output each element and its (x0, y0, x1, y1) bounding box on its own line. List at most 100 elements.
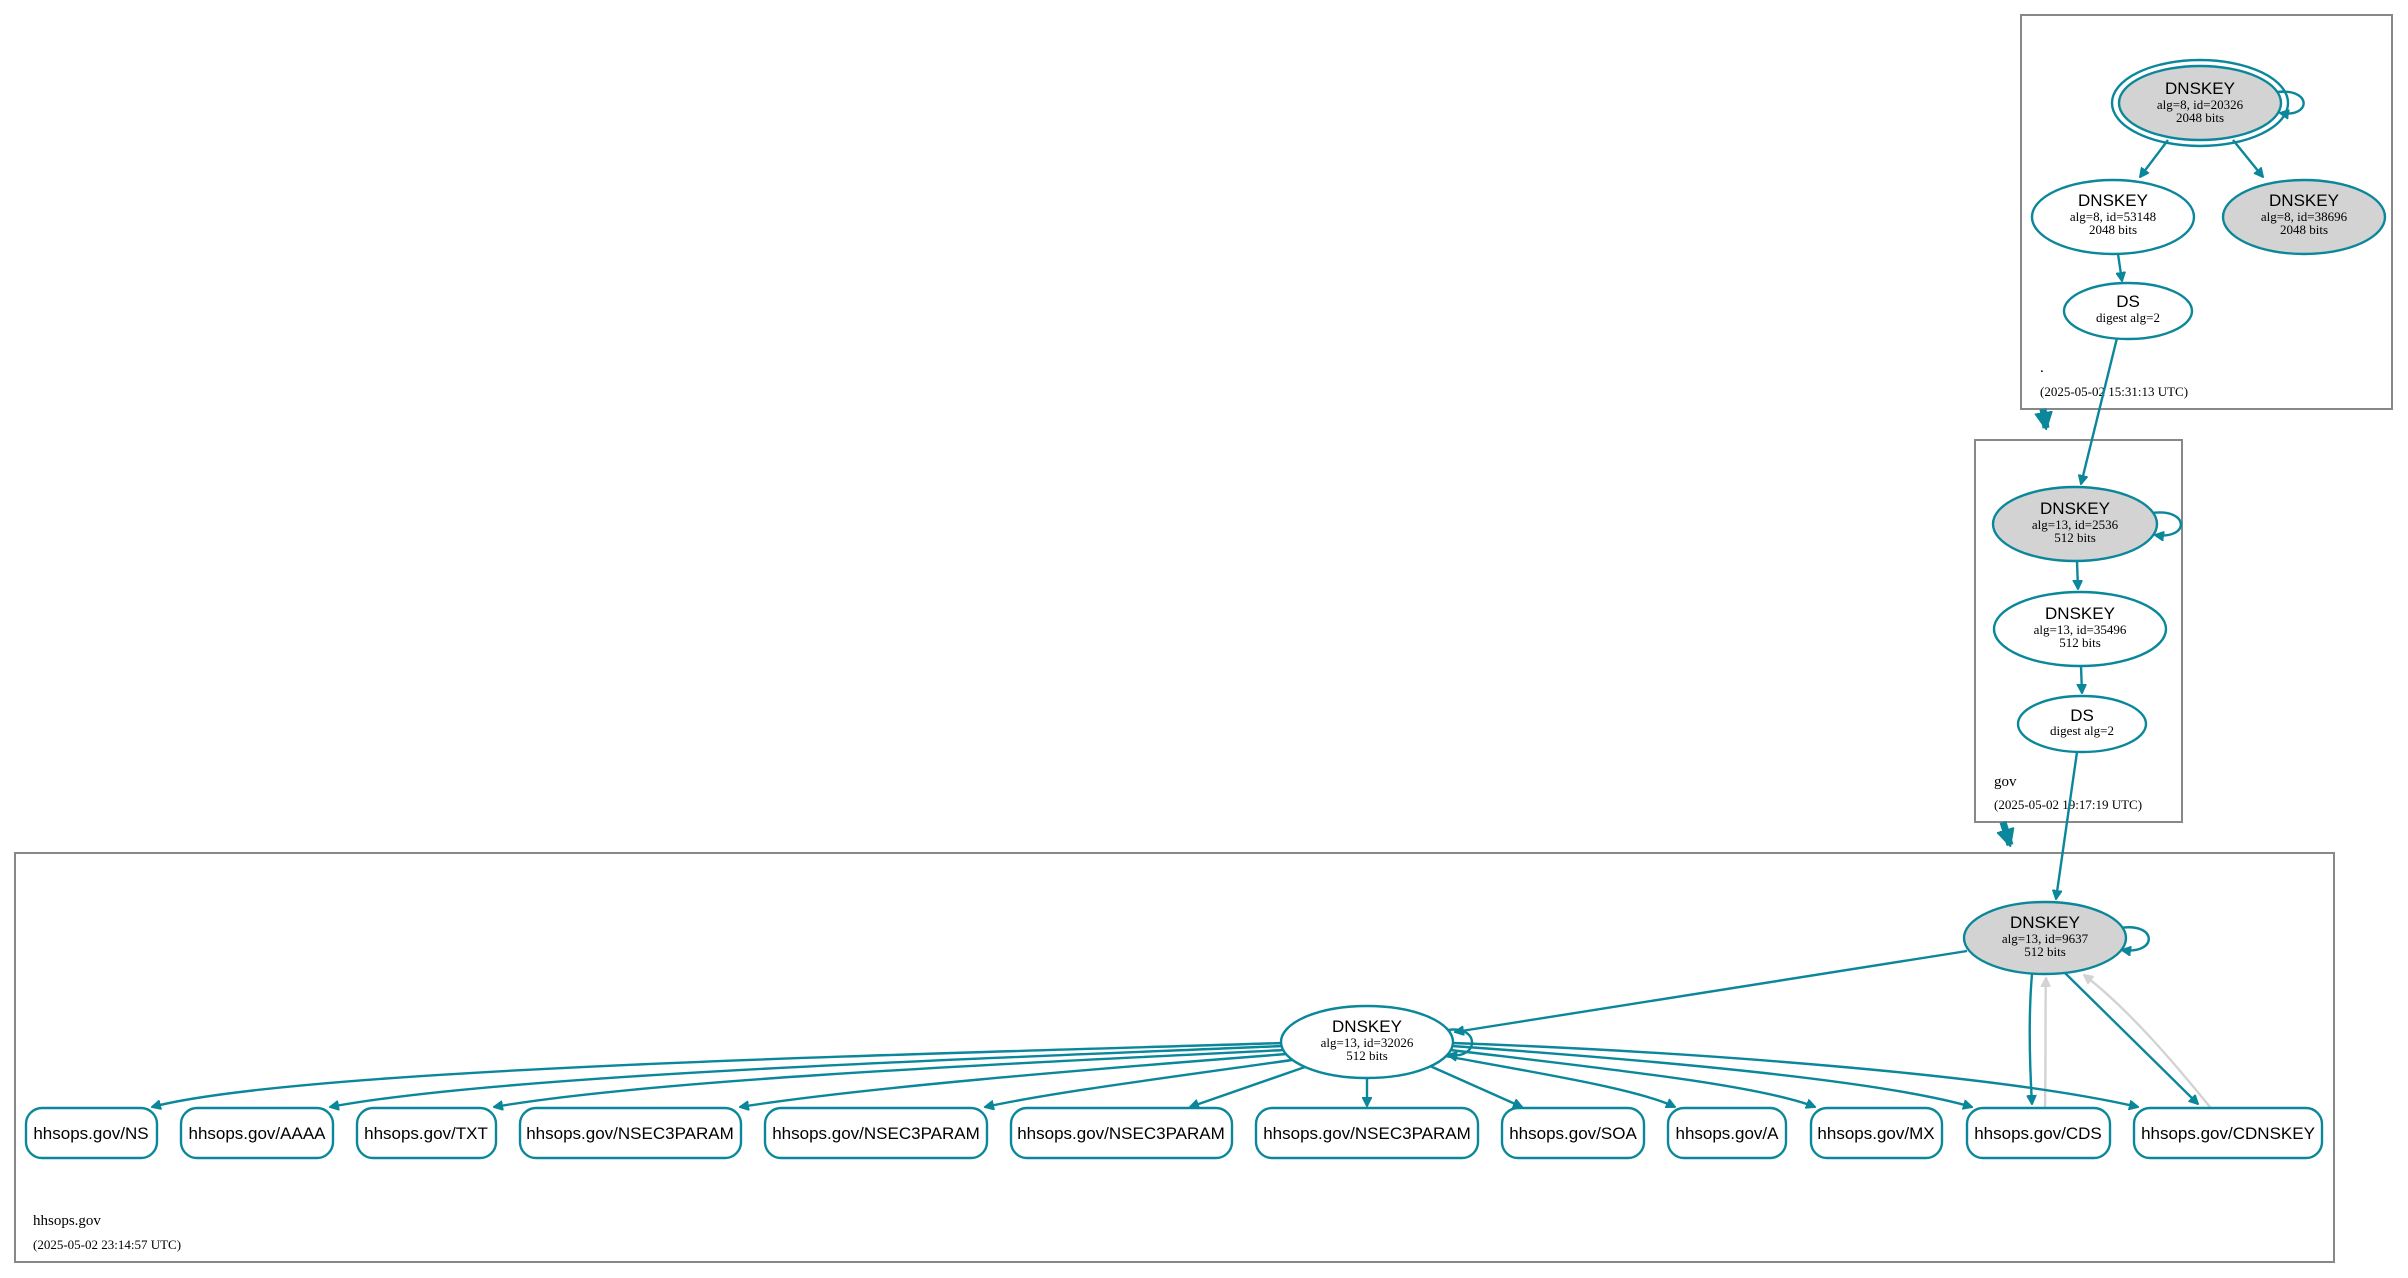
delegation-gov-to-hhsops-arrow (2003, 820, 2010, 845)
node-hhsops-ksk[interactable]: DNSKEY alg=13, id=9637 512 bits (1962, 900, 2128, 976)
node-detail: alg=13, id=9637 (2002, 931, 2089, 946)
rrset-box (1009, 1106, 1234, 1160)
rrset-nsec3param-4[interactable]: hhsops.gov/NSEC3PARAM (1254, 1106, 1480, 1160)
zone-gov-name: gov (1994, 774, 2017, 790)
rrset-box (1965, 1106, 2112, 1160)
edge-gov-ds-to-hhsops-ksk (2056, 751, 2079, 899)
node-size: 512 bits (1346, 1048, 1388, 1063)
edge-gov-zsk-to-ds (2081, 665, 2082, 693)
rrset-label: hhsops.gov/NS (33, 1124, 148, 1143)
node-size: 512 bits (2054, 530, 2096, 545)
node-root-ds[interactable]: DS digest alg=2 (2062, 281, 2194, 341)
node-size: 2048 bits (2176, 110, 2224, 125)
rrset-cdnskey[interactable]: hhsops.gov/CDNSKEY (2132, 1106, 2324, 1160)
node-type: DNSKEY (2269, 191, 2339, 210)
node-root-zsk[interactable]: DNSKEY alg=8, id=53148 2048 bits (2030, 178, 2196, 256)
edge-gov-ksk-to-zsk (2077, 560, 2078, 589)
node-type: DNSKEY (1332, 1017, 1402, 1036)
rrset-label: hhsops.gov/CDNSKEY (2141, 1124, 2315, 1143)
rrset-label: hhsops.gov/NSEC3PARAM (772, 1124, 980, 1143)
rrset-nsec3param-2[interactable]: hhsops.gov/NSEC3PARAM (763, 1106, 989, 1160)
edge-hhsops-ksk-to-cds (2030, 973, 2032, 1104)
rrset-label: hhsops.gov/AAAA (188, 1124, 326, 1143)
edge-hhsops-ksk-to-zsk (1455, 949, 1968, 1032)
rrset-box (1254, 1106, 1480, 1160)
node-type: DNSKEY (2040, 499, 2110, 518)
rrset-label: hhsops.gov/MX (1817, 1124, 1934, 1143)
node-type: DNSKEY (2078, 191, 2148, 210)
self-sign-gov-ksk-edge (2151, 511, 2182, 535)
rrset-box (2132, 1106, 2324, 1160)
edge-root-zsk-to-ds (2118, 253, 2122, 281)
rrset-ns[interactable]: hhsops.gov/NS (24, 1106, 159, 1160)
rrset-label: hhsops.gov/NSEC3PARAM (1263, 1124, 1471, 1143)
edge-zsk-to-mx (1449, 1048, 1815, 1107)
rrset-soa[interactable]: hhsops.gov/SOA (1500, 1106, 1646, 1160)
edge-zsk-to-nsec3param-1 (740, 1052, 1288, 1107)
ksk-ellipse (2117, 64, 2283, 142)
node-gov-zsk[interactable]: DNSKEY alg=13, id=35496 512 bits (1992, 590, 2168, 668)
edge-zsk-to-soa (1429, 1064, 1522, 1107)
node-gov-ksk[interactable]: DNSKEY alg=13, id=2536 512 bits (1991, 485, 2159, 563)
edge-zsk-to-txt (494, 1048, 1286, 1107)
node-type: DNSKEY (2045, 604, 2115, 623)
zsk-ellipse (2030, 178, 2196, 256)
rrset-nsec3param-1[interactable]: hhsops.gov/NSEC3PARAM (518, 1106, 743, 1160)
zsk-ellipse (1279, 1004, 1455, 1080)
rrset-label: hhsops.gov/NSEC3PARAM (1017, 1124, 1225, 1143)
self-sign-hhsops-ksk-edge (2119, 926, 2150, 950)
rrset-label: hhsops.gov/TXT (364, 1124, 488, 1143)
rrset-box (179, 1106, 335, 1160)
node-size: 2048 bits (2280, 222, 2328, 237)
ds-ellipse (2016, 694, 2148, 754)
edge-zsk-to-cds (1451, 1044, 1972, 1107)
node-detail: digest alg=2 (2096, 310, 2160, 325)
rrset-box (1666, 1106, 1788, 1160)
rrset-box (518, 1106, 743, 1160)
edge-cds-to-hhsops-ksk (2045, 978, 2046, 1108)
node-type: DNSKEY (2165, 79, 2235, 98)
node-detail: alg=13, id=32026 (1321, 1035, 1414, 1050)
edge-zsk-to-aaaa (330, 1044, 1284, 1107)
rrset-label: hhsops.gov/CDS (1974, 1124, 2102, 1143)
node-size: 512 bits (2059, 635, 2101, 650)
rrset-box (24, 1106, 159, 1160)
edge-zsk-to-nsec3param-3 (1190, 1065, 1306, 1107)
edge-zsk-to-nsec3param-2 (985, 1058, 1293, 1107)
rrset-box (763, 1106, 989, 1160)
rrset-label: hhsops.gov/NSEC3PARAM (526, 1124, 734, 1143)
edge-zsk-to-a (1444, 1054, 1675, 1107)
ksk-ellipse (1991, 485, 2159, 563)
zone-root-timestamp: (2025-05-02 15:31:13 UTC) (2040, 384, 2188, 399)
node-root-standby-key[interactable]: DNSKEY alg=8, id=38696 2048 bits (2221, 178, 2387, 256)
rrset-cds[interactable]: hhsops.gov/CDS (1965, 1106, 2112, 1160)
rrset-box (355, 1106, 498, 1160)
node-type: DS (2070, 706, 2094, 725)
node-gov-ds[interactable]: DS digest alg=2 (2016, 694, 2148, 754)
node-size: 512 bits (2024, 944, 2066, 959)
self-sign-hhsops-zsk-edge (1448, 1028, 1474, 1056)
zone-root-name: . (2040, 360, 2044, 376)
ksk-ellipse (1962, 900, 2128, 976)
zsk-ellipse (1992, 590, 2168, 668)
rrset-nsec3param-3[interactable]: hhsops.gov/NSEC3PARAM (1009, 1106, 1234, 1160)
rrset-txt[interactable]: hhsops.gov/TXT (355, 1106, 498, 1160)
node-detail: alg=8, id=38696 (2261, 209, 2348, 224)
rrset-box (1500, 1106, 1646, 1160)
rrset-aaaa[interactable]: hhsops.gov/AAAA (179, 1106, 335, 1160)
standby-key-ellipse (2221, 178, 2387, 256)
zone-hhsops: hhsops.gov (2025-05-02 23:14:57 UTC) (14, 852, 2335, 1263)
node-detail: digest alg=2 (2050, 723, 2114, 738)
edge-cdnskey-to-hhsops-ksk (2084, 975, 2211, 1108)
ds-ellipse (2062, 281, 2194, 341)
node-root-ksk[interactable]: DNSKEY alg=8, id=20326 2048 bits (2110, 58, 2290, 148)
node-detail: alg=8, id=53148 (2070, 209, 2156, 224)
node-hhsops-zsk[interactable]: DNSKEY alg=13, id=32026 512 bits (1279, 1004, 1455, 1080)
rrset-a[interactable]: hhsops.gov/A (1666, 1106, 1788, 1160)
edge-root-ds-to-gov-ksk (2081, 337, 2119, 484)
zone-hhsops-border (14, 852, 2335, 1263)
edge-zsk-to-cdnskey (1452, 1041, 2138, 1107)
zone-gov-timestamp: (2025-05-02 19:17:19 UTC) (1994, 797, 2142, 812)
rrset-mx[interactable]: hhsops.gov/MX (1809, 1106, 1944, 1160)
node-detail: alg=8, id=20326 (2157, 97, 2244, 112)
